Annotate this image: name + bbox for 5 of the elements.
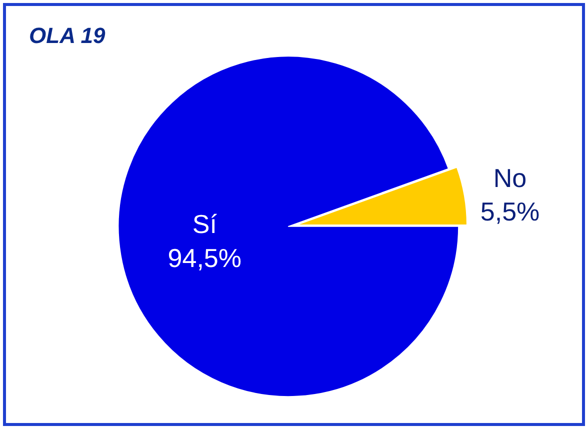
chart-title: OLA 19 xyxy=(29,22,106,48)
slice-label: Sí xyxy=(192,209,218,240)
slice-label: No xyxy=(493,162,527,193)
data-label: 94,5% xyxy=(168,242,242,273)
data-label: 5,5% xyxy=(480,196,540,227)
